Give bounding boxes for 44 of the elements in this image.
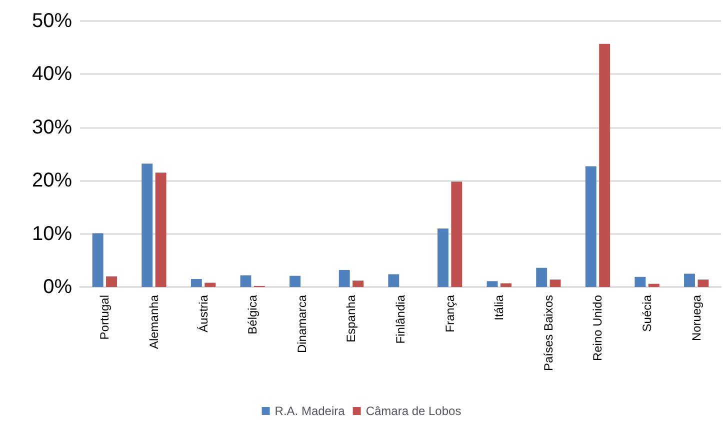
legend-label: R.A. Madeira: [274, 404, 346, 418]
bar: [190, 279, 202, 287]
bar: [155, 172, 166, 287]
x-tick-label: Noruega: [689, 294, 704, 342]
y-tick-label: 0%: [43, 276, 72, 298]
x-tick-label: Reino Unido: [590, 294, 605, 362]
bar: [142, 164, 153, 287]
bar: [437, 228, 448, 287]
x-tick-label: Dinamarca: [294, 294, 309, 354]
x-tick-label: Bélgica: [246, 294, 260, 334]
bar: [290, 276, 301, 287]
bar: [92, 233, 104, 287]
x-tick-label: Portugal: [98, 295, 112, 340]
legend-label: Câmara de Lobos: [366, 404, 462, 418]
bar: [451, 182, 462, 287]
bar: [388, 274, 400, 287]
x-tick-label: Itália: [492, 294, 506, 320]
y-tick-label: 50%: [32, 10, 72, 32]
bar: [240, 275, 252, 287]
bar: [338, 270, 350, 287]
y-tick-label: 30%: [32, 116, 72, 138]
bar: [486, 281, 498, 287]
bar: [599, 44, 610, 287]
bar: [698, 280, 709, 287]
bar: [684, 274, 695, 287]
bar: [585, 166, 596, 287]
bar: [352, 280, 364, 287]
bar: [550, 280, 561, 287]
x-tick-label: Alemanha: [146, 294, 161, 350]
bar: [204, 282, 216, 287]
x-tick-label: Suécia: [640, 294, 654, 332]
bar: [634, 276, 646, 287]
bar: [536, 268, 548, 287]
x-tick-label: Espanha: [344, 294, 358, 342]
y-tick-label: 20%: [32, 170, 72, 192]
y-tick-label: 40%: [32, 63, 72, 86]
bar: [648, 284, 660, 287]
y-tick-label: 10%: [32, 222, 72, 245]
x-tick-label: Áustria: [196, 294, 210, 332]
x-tick-label: França: [442, 294, 457, 332]
bar: [106, 276, 117, 287]
x-tick-label: Finlândia: [394, 294, 408, 344]
x-tick-label: Países Baixos: [541, 295, 556, 372]
bar: [500, 283, 512, 287]
